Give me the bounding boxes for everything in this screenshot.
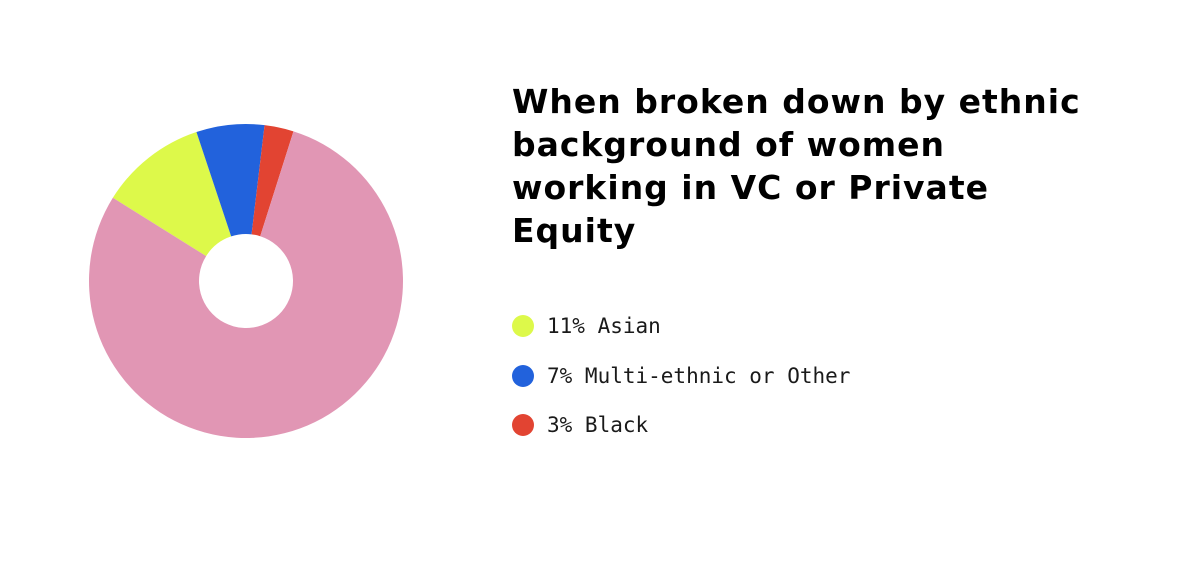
legend-swatch-black — [512, 414, 534, 436]
pie-slice-black — [251, 125, 294, 237]
pie-slice-multi-ethnic — [196, 124, 265, 237]
chart-legend: 11% Asian 7% Multi-ethnic or Other 3% Bl… — [512, 310, 850, 459]
pie-slice-asian — [112, 132, 232, 257]
legend-label-asian: 11% Asian — [547, 314, 661, 338]
legend-swatch-multi-ethnic — [512, 364, 534, 387]
legend-swatch-asian — [512, 315, 534, 337]
legend-label-multi-ethnic: 7% Multi-ethnic or Other — [547, 363, 851, 388]
legend-item-asian: 11% Asian — [512, 310, 850, 342]
legend-label-black: 3% Black — [547, 413, 649, 437]
legend-item-multi-ethnic: 7% Multi-ethnic or Other — [512, 360, 850, 392]
donut-chart — [88, 124, 404, 438]
legend-item-black: 3% Black — [512, 409, 850, 441]
chart-title: When broken down by ethnic background of… — [512, 82, 1081, 250]
pie-slice-remaining — [88, 131, 404, 438]
